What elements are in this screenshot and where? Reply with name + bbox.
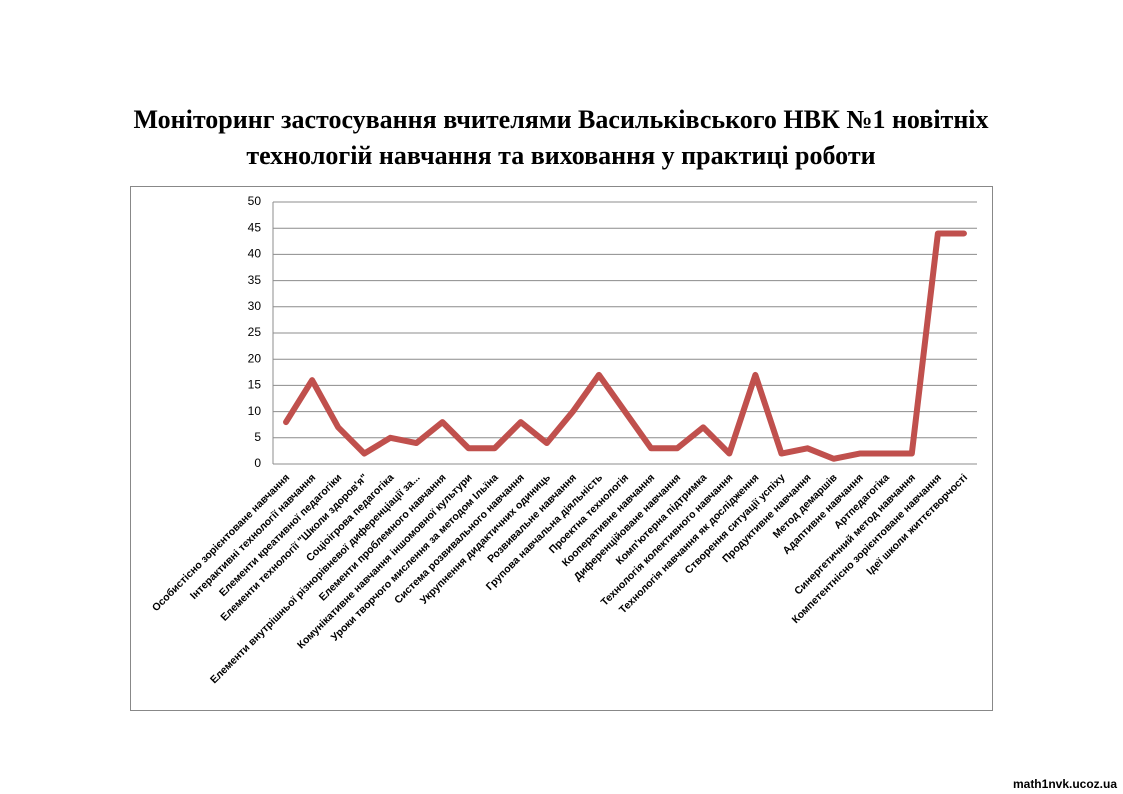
y-tick-label: 50 <box>248 194 262 208</box>
y-tick-label: 0 <box>254 456 261 470</box>
y-tick-label: 45 <box>248 220 262 234</box>
chart-title: технологій навчання та виховання у практ… <box>246 141 875 170</box>
line <box>283 230 967 462</box>
chart-frame <box>130 186 993 711</box>
y-tick-label: 15 <box>248 378 262 392</box>
y-tick-label: 20 <box>248 351 262 365</box>
y-tick-label: 40 <box>248 247 262 261</box>
y-tick-label: 10 <box>248 404 262 418</box>
watermark: math1nvk.ucoz.ua <box>1013 777 1117 791</box>
chart-title: Моніторинг застосування вчителями Василь… <box>133 105 988 134</box>
y-tick-label: 35 <box>248 273 262 287</box>
y-tick-label: 30 <box>248 299 262 313</box>
y-tick-label: 25 <box>248 325 262 339</box>
y-tick-label: 5 <box>254 430 261 444</box>
